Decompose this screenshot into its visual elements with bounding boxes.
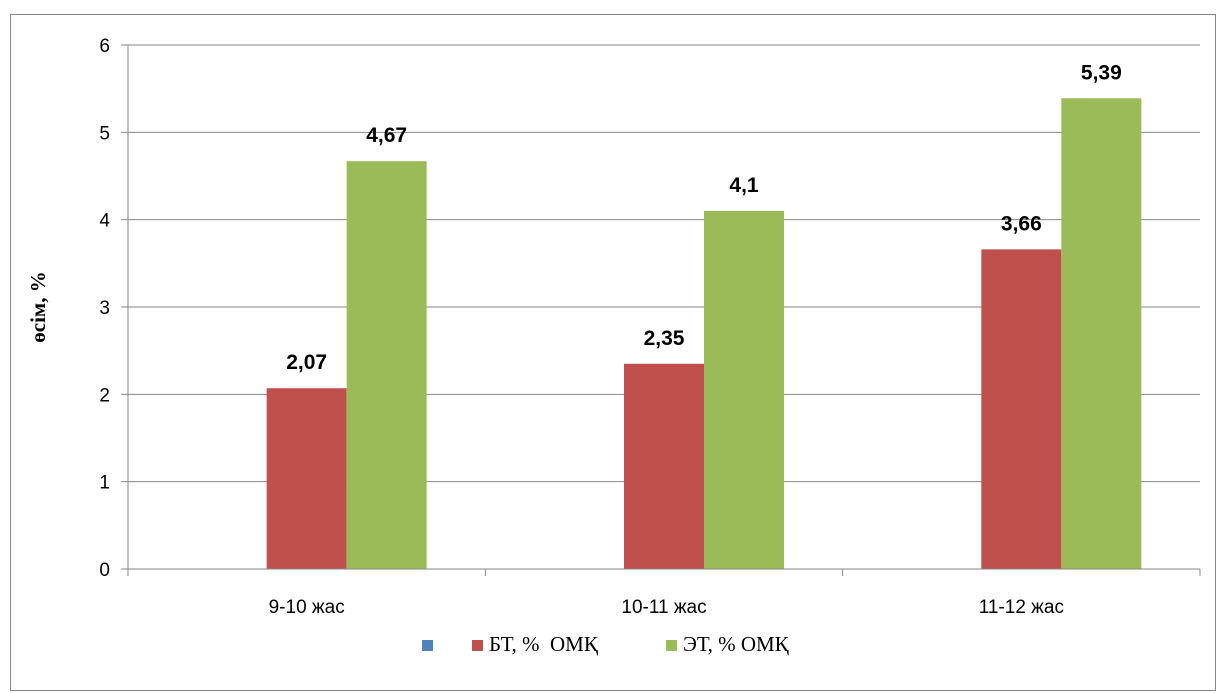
- data-label: 4,1: [729, 174, 759, 197]
- x-tick-label: 10-11 жас: [621, 597, 706, 618]
- legend-label: ЭТ, % ОМҚ: [683, 632, 790, 656]
- data-label: 5,39: [1081, 61, 1122, 84]
- legend: БТ, % ОМҚ ЭТ, % ОМҚ: [422, 632, 790, 656]
- y-tick-label: 2: [99, 385, 110, 406]
- y-axis-title: өсім, %: [26, 271, 50, 342]
- bar-chart: 0 1 2 3 4 5 6 9-10 жас 10-11 жас 11-12 жас 2,07 4,…: [26, 36, 1201, 656]
- data-label: 2,07: [286, 351, 327, 374]
- x-tick-label: 9-10 жас: [269, 597, 345, 618]
- data-label: 3,66: [1001, 212, 1042, 235]
- y-tick-label: 5: [99, 123, 110, 144]
- y-tick-label: 0: [99, 560, 110, 581]
- legend-label: БТ, % ОМҚ: [489, 632, 599, 656]
- y-tick-label: 3: [99, 298, 110, 319]
- bar: [981, 249, 1062, 570]
- bar: [346, 161, 427, 570]
- data-label: 4,67: [366, 124, 407, 147]
- bar: [704, 210, 784, 569]
- data-label: 2,35: [644, 327, 685, 350]
- bars: [266, 98, 1142, 570]
- data-labels: 2,07 4,67 2,35 4,1 3,66 5,39: [286, 61, 1122, 374]
- y-tick-label: 4: [99, 211, 110, 232]
- legend-swatch: [666, 640, 677, 651]
- bar: [266, 388, 347, 569]
- bar: [624, 363, 704, 569]
- chart-frame: 0 1 2 3 4 5 6 9-10 жас 10-11 жас 11-12 жас 2,07 4,…: [10, 14, 1216, 691]
- legend-swatch: [472, 640, 483, 651]
- y-tick-label: 1: [99, 473, 110, 494]
- y-tick-label: 6: [99, 36, 110, 57]
- axes: 0 1 2 3 4 5 6 9-10 жас 10-11 жас 11-12 жас: [99, 36, 1201, 618]
- x-tick-label: 11-12 жас: [979, 597, 1064, 618]
- legend-swatch: [422, 640, 433, 651]
- bar: [1061, 98, 1142, 570]
